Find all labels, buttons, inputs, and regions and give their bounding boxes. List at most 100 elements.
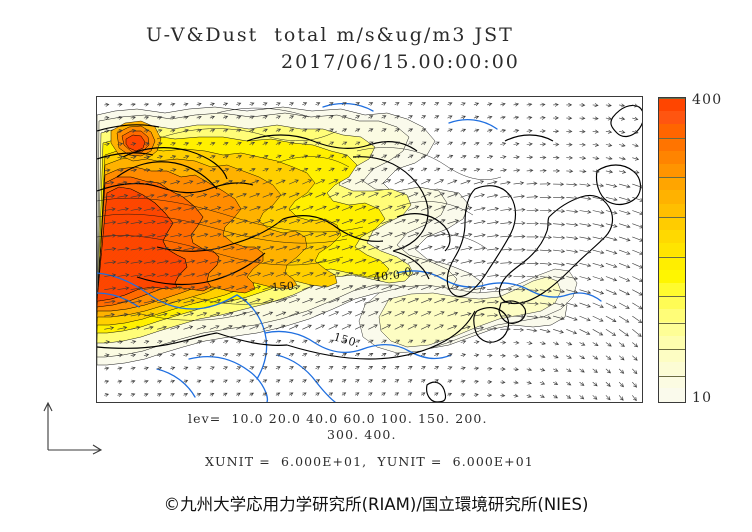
wind-vector-arrow — [104, 233, 117, 238]
wind-vector-arrow — [434, 192, 445, 198]
wind-vector-arrow — [209, 179, 220, 185]
wind-vector-arrow — [579, 156, 587, 160]
wind-vector-arrow — [407, 115, 413, 119]
wind-vector-arrow — [368, 128, 374, 132]
wind-vector-arrow — [513, 327, 525, 332]
wind-vector-arrow — [434, 115, 440, 119]
wind-vector-arrow — [354, 352, 361, 357]
wind-vector-arrow — [539, 208, 553, 213]
wind-vector-arrow — [619, 223, 631, 229]
wind-vector-arrow — [500, 313, 512, 318]
wind-vector-arrow — [183, 233, 196, 238]
wind-vector-arrow — [552, 354, 559, 359]
wind-vector-arrow — [460, 141, 467, 146]
wind-vector-arrow — [500, 234, 513, 239]
wind-vector-arrow — [289, 271, 301, 277]
wind-vector-arrow — [473, 220, 486, 225]
wind-vector-arrow — [526, 393, 532, 398]
wind-vector-arrow — [447, 339, 454, 344]
wind-vector-arrow — [539, 354, 546, 359]
wind-vector-arrow — [157, 246, 169, 251]
wind-vector-arrow — [341, 102, 347, 106]
wind-vector-arrow — [157, 102, 163, 107]
wind-vector-arrow — [354, 232, 367, 238]
wind-vector-arrow — [315, 258, 328, 264]
wind-vector-arrow — [473, 259, 486, 264]
wind-vector-arrow — [117, 168, 124, 173]
colorbar-segment — [659, 137, 685, 151]
wind-vector-arrow — [302, 353, 308, 357]
wind-vector-arrow — [104, 273, 117, 278]
wind-vector-arrow — [222, 366, 228, 370]
wind-vector-arrow — [605, 381, 611, 387]
wind-vector-arrow — [143, 246, 156, 251]
wind-vector-arrow — [104, 102, 110, 107]
wind-vector-arrow — [526, 208, 539, 213]
colorbar-level-divider — [659, 216, 685, 218]
wind-vector-arrow — [302, 141, 308, 146]
wind-vector-arrow — [381, 102, 387, 106]
wind-vector-arrow — [592, 196, 605, 201]
wind-vector-arrow — [262, 366, 268, 370]
wind-vector-arrow — [368, 167, 375, 172]
wind-vector-arrow — [341, 167, 348, 172]
wind-vector-arrow — [605, 329, 617, 336]
wind-vector-arrow — [288, 219, 301, 224]
wind-vector-arrow — [104, 353, 110, 358]
wind-vector-arrow — [553, 129, 560, 134]
colorbar-segment — [659, 164, 685, 178]
wind-vector-arrow — [460, 272, 473, 277]
wind-vector-arrow — [632, 381, 638, 388]
wind-vector-arrow — [381, 366, 387, 370]
wind-vector-arrow — [170, 246, 183, 251]
wind-vector-arrow — [328, 311, 340, 317]
wind-vector-arrow — [143, 206, 156, 211]
wind-vector-arrow — [420, 366, 426, 370]
wind-vector-arrow — [526, 354, 533, 359]
wind-vector-arrow — [420, 352, 427, 357]
wind-vector-arrow — [302, 379, 307, 383]
wind-vector-arrow — [460, 232, 473, 238]
wind-vector-arrow — [302, 245, 314, 251]
wind-vector-arrow — [381, 115, 387, 119]
wind-vector-arrow — [104, 312, 115, 317]
wind-vector-arrow — [539, 195, 552, 200]
wind-vector-arrow — [104, 155, 111, 160]
wind-vector-arrow — [262, 324, 273, 330]
wind-vector-arrow — [618, 395, 624, 401]
wind-vector-arrow — [302, 258, 314, 264]
colorbar-level-divider — [659, 98, 685, 99]
wind-vector-arrow — [183, 206, 195, 211]
wind-vector-arrow — [328, 245, 341, 251]
wind-vector-arrow — [262, 339, 269, 344]
wind-vector-arrow — [209, 259, 222, 264]
wind-vector-arrow — [632, 183, 642, 189]
wind-vector-arrow — [117, 194, 129, 198]
wind-vector-arrow — [341, 141, 348, 146]
wind-vector-arrow — [381, 311, 392, 317]
wind-vector-arrow — [605, 355, 612, 360]
wind-vector-arrow — [579, 236, 592, 241]
wind-vector-arrow — [526, 221, 539, 226]
wind-vector-arrow — [447, 392, 453, 397]
wind-vector-arrow — [328, 128, 334, 133]
wind-vector-arrow — [262, 141, 269, 146]
wind-vector-arrow — [407, 154, 414, 159]
wind-vector-arrow — [619, 156, 626, 161]
wind-vector-arrow — [513, 261, 526, 266]
wind-vector-arrow — [394, 258, 407, 264]
wind-vector-arrow — [315, 379, 321, 383]
wind-vector-arrow — [341, 366, 347, 370]
wind-vector-arrow — [553, 262, 566, 267]
map-canvas: 150. 150. 40.0 0. — [97, 97, 642, 402]
wind-vector-arrow — [275, 324, 286, 330]
wind-vector-arrow — [434, 128, 440, 133]
wind-vector-arrow — [130, 299, 143, 304]
wind-vector-arrow — [275, 366, 281, 370]
wind-vector-arrow — [302, 102, 308, 106]
wind-vector-arrow — [420, 311, 432, 317]
wind-vector-arrow — [553, 209, 566, 213]
wind-vector-arrow — [473, 340, 480, 345]
wind-vector-arrow — [130, 142, 137, 146]
wind-vector-arrow — [315, 141, 321, 146]
